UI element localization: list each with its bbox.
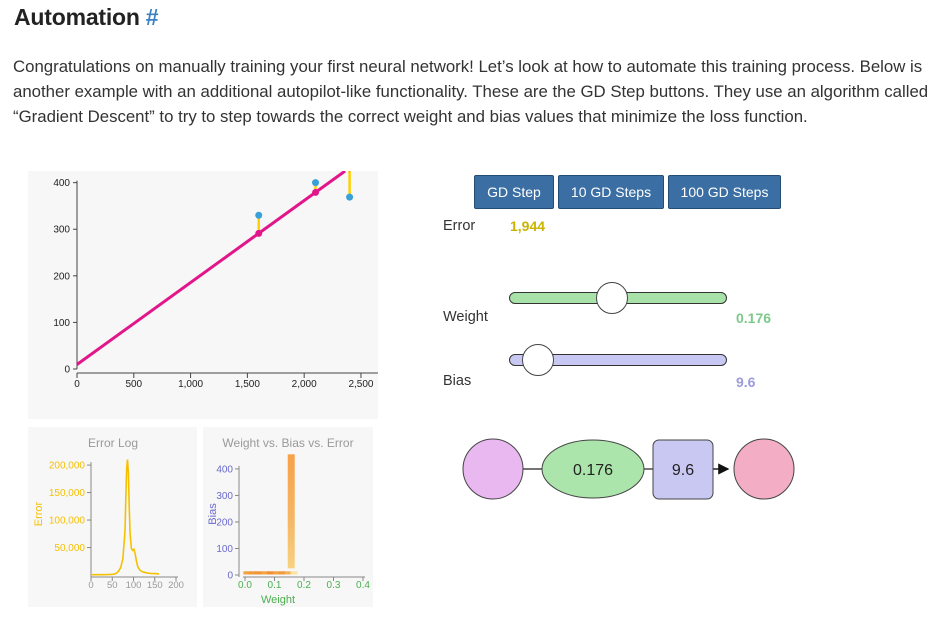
error-value: 1,944 [510,218,546,234]
chart-title: Error Log [88,436,138,450]
scatter-chart-panel: 0 100 200 300 400 0 500 1,000 1,500 2,000 2,500 [28,171,378,419]
y-axis-title: Error [33,501,45,526]
weight-slider-thumb[interactable] [595,282,628,314]
heatmap-cell [261,571,269,575]
y-tick-label: 200 [53,271,70,282]
y-axis-title: Bias [207,503,219,525]
weight-label: Weight [443,309,488,325]
x-tick-label: 50 [107,580,118,591]
x-tick-label: 500 [125,379,142,390]
x-tick-label: 0 [74,379,80,390]
chart-title: Weight vs. Bias vs. Error [222,436,353,450]
x-tick-label: 0.2 [297,580,311,591]
bias-slider-track[interactable] [509,354,727,366]
error-heatmap-panel: Weight vs. Bias vs. Error Bias Weight 0 100 2… [203,427,373,607]
input-node [462,438,524,500]
x-tick-label: 1,000 [178,379,203,390]
gd-10-steps-button[interactable]: 10 GD Steps [558,175,664,209]
neuron-diagram: 0.176 9.6 [462,438,795,500]
error-log-panel: Error Log Error 50,000 100,000 150,000 200,00… [28,427,197,607]
weight-bias-error-heatmap: Weight vs. Bias vs. Error Bias Weight 0 100 2… [207,436,370,606]
heatmap-cell [272,571,280,575]
gd-100-steps-button[interactable]: 100 GD Steps [668,175,781,209]
x-tick-label: 2,500 [348,379,373,390]
weight-value: 0.176 [736,310,772,326]
bias-node [652,439,714,500]
heatmap-cell [255,571,263,575]
y-tick-label: 200,000 [49,461,86,472]
section-heading: Automation # [14,4,159,31]
x-axis-title: Weight [261,594,295,606]
y-tick-label: 50,000 [54,543,85,554]
heatmap-column [287,454,295,569]
output-node [733,438,795,500]
y-tick-label: 100,000 [49,516,86,527]
prediction-point [312,188,320,196]
section-title: Automation [14,4,140,30]
heatmap-cell [284,571,292,575]
y-tick-label: 300 [53,225,70,236]
x-tick-label: 100 [126,580,142,591]
gd-step-button[interactable]: GD Step [474,175,554,209]
y-tick-label: 100 [53,318,70,329]
x-tick-label: 0 [88,580,93,591]
error-label: Error [443,218,476,234]
y-tick-label: 400 [53,178,70,189]
y-tick-label: 100 [216,544,233,555]
bias-label: Bias [443,373,472,389]
y-tick-label: 0 [64,365,70,376]
intro-paragraph: Congratulations on manually training you… [13,57,929,126]
bias-slider-thumb[interactable] [522,344,555,376]
heatmap-cell [267,571,275,575]
bias-node-label: 9.6 [672,462,694,479]
model-line [76,171,346,366]
x-tick-label: 150 [147,580,163,591]
x-tick-label: 2,000 [292,379,317,390]
error-log-chart: Error Log Error 50,000 100,000 150,000 200,00… [33,436,184,591]
heatmap-cell [290,571,298,575]
weight-node-label: 0.176 [573,462,613,479]
x-tick-label: 0.4 [356,580,370,591]
actual-point [255,211,263,219]
y-tick-label: 200 [216,517,233,528]
y-tick-label: 300 [216,491,233,502]
x-tick-label: 1,500 [235,379,260,390]
heading-anchor-link[interactable]: # [145,4,159,30]
actual-point [312,179,320,187]
x-tick-label: 0.3 [327,580,341,591]
error-series-line [91,459,160,576]
actual-point [346,193,354,201]
y-tick-label: 150,000 [49,488,86,499]
x-tick-label: 200 [168,580,184,591]
bias-value: 9.6 [736,374,756,390]
house-price-scatter-chart: 0 100 200 300 400 0 500 1,000 1,500 2,000 2,500 [53,171,378,390]
y-tick-label: 0 [227,571,233,582]
x-tick-label: 0.1 [268,580,282,591]
prediction-point [255,229,263,237]
weight-node [541,439,645,499]
y-tick-label: 400 [216,464,233,475]
heatmap-cell [249,571,257,575]
x-tick-label: 0.0 [238,580,252,591]
heatmap-cell [243,571,251,575]
heatmap-cell [278,571,286,575]
